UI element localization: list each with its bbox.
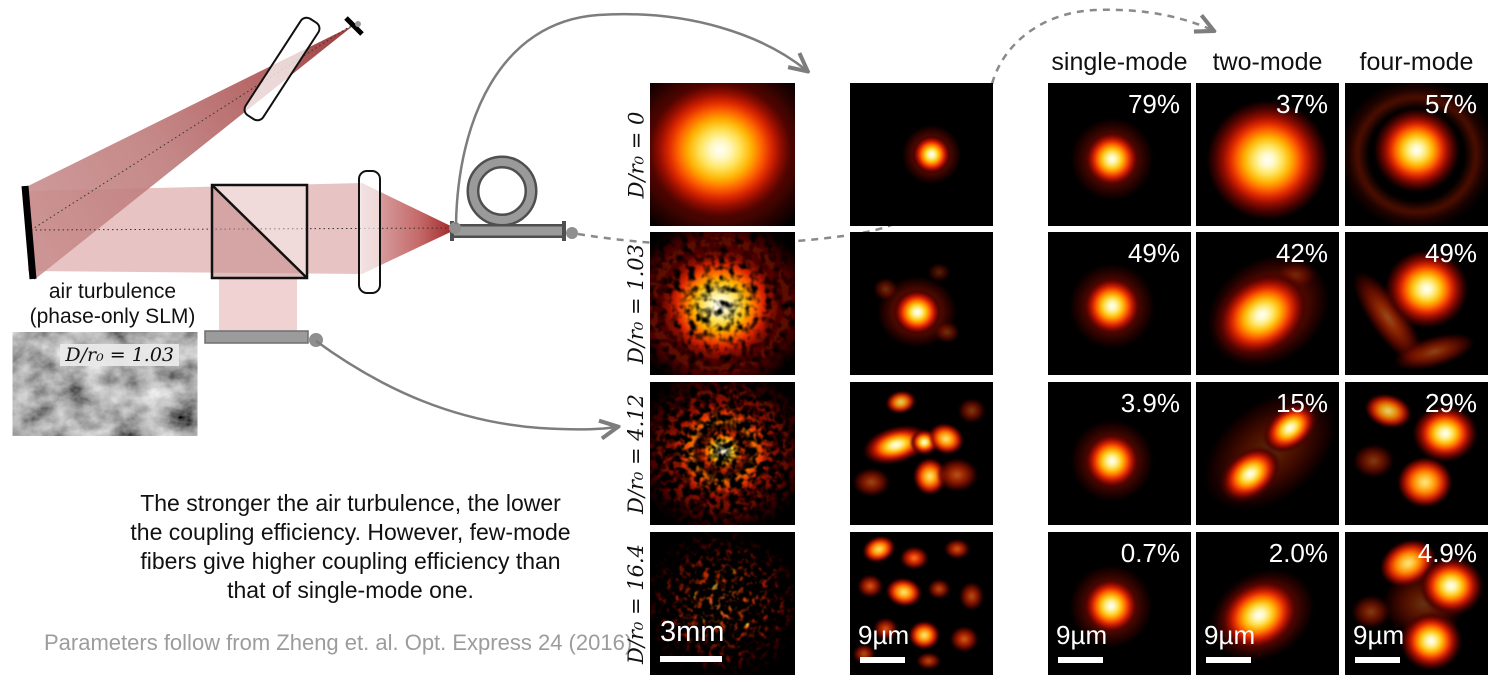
mode-image-four-row3: 29%: [1345, 382, 1488, 525]
mode-image-two-row2: 42%: [1196, 232, 1339, 375]
efficiency-label: 57%: [1424, 89, 1477, 119]
mode-image-two-row1: 37%: [1196, 83, 1339, 226]
fiber-input-dot: [449, 222, 461, 234]
nearfield-image-dr0-16.4: 9µm: [850, 532, 993, 675]
fiber-coil: [469, 158, 535, 224]
scalebar-9um: [1058, 657, 1103, 663]
slm-caption-line1: air turbulence: [48, 280, 177, 303]
scalebar-9um: [1355, 657, 1400, 663]
scalebar-9um: [1206, 657, 1251, 663]
mode-image-two-row4: 2.0% 9µm: [1196, 532, 1339, 675]
mode-image-single-row4: 0.7% 9µm: [1048, 532, 1191, 675]
scalebar-label-9um: 9µm: [1204, 620, 1256, 650]
arrow-slm-to-farfield: [315, 339, 616, 429]
scalebar-label-9um: 9µm: [858, 620, 910, 650]
scalebar-label-9um: 9µm: [1056, 620, 1108, 650]
arrow-fiber-input-to-nearfield: [454, 12, 806, 225]
turbulence-screen-label: D/r₀ = 1.03: [60, 344, 179, 366]
farfield-image-dr0-4.12: [650, 382, 795, 525]
farfield-image-dr0-0: [650, 83, 795, 226]
mode-image-single-row1: 79%: [1048, 83, 1191, 226]
coupling-lens: [358, 170, 381, 294]
efficiency-label: 29%: [1424, 388, 1477, 418]
row-label-dr0-0: D/r₀ = 0: [624, 111, 648, 198]
beamsplitter-cube: [210, 183, 309, 280]
slm-caption-line2: (phase-only SLM): [29, 305, 196, 328]
turbulence-phase-screen: D/r₀ = 1.03: [28, 341, 182, 427]
figure-caption: The stronger the air turbulence, the low…: [130, 490, 571, 603]
row-label-dr0-4.12: D/r₀ = 4.12: [624, 393, 649, 514]
row-label-dr0-16.4: D/r₀ = 16.4: [624, 543, 649, 664]
efficiency-label: 49%: [1127, 238, 1180, 268]
header-four-mode: four-mode: [1359, 48, 1474, 76]
mirror: [21, 185, 37, 280]
mode-image-single-row2: 49%: [1048, 232, 1191, 375]
nearfield-image-dr0-4.12: [850, 382, 993, 525]
efficiency-label: 3.9%: [1120, 388, 1180, 418]
scalebar-3mm: [660, 656, 722, 662]
header-two-mode: two-mode: [1212, 48, 1323, 76]
reference-credit: Parameters follow from Zheng et. al. Opt…: [44, 630, 633, 655]
scalebar-label-9um: 9µm: [1353, 620, 1405, 650]
focus-aperture: [344, 16, 364, 36]
efficiency-label: 2.0%: [1268, 538, 1328, 568]
slm-plate: [204, 330, 309, 344]
tilted-lens: [243, 16, 321, 122]
farfield-image-dr0-16.4: 3mm: [650, 532, 795, 675]
nearfield-image-dr0-1.03: [850, 232, 993, 375]
efficiency-label: 79%: [1127, 89, 1180, 119]
efficiency-label: 15%: [1275, 388, 1328, 418]
mode-image-four-row4: 4.9% 9µm: [1345, 532, 1488, 675]
scalebar-9um: [860, 657, 905, 663]
efficiency-label: 37%: [1275, 89, 1328, 119]
focus-dot: [355, 21, 361, 27]
fiber-output-dot: [566, 227, 578, 239]
mode-image-two-row3: 15%: [1196, 382, 1339, 525]
scalebar-label-3mm: 3mm: [660, 616, 725, 648]
row-label-dr0-1.03: D/r₀ = 1.03: [624, 243, 649, 364]
nearfield-image-dr0-0: [850, 83, 993, 226]
beamsplitter-diagonal: [211, 184, 308, 279]
mode-image-four-row2: 49%: [1345, 232, 1488, 375]
efficiency-label: 0.7%: [1120, 538, 1180, 568]
efficiency-label: 42%: [1275, 238, 1328, 268]
efficiency-label: 49%: [1424, 238, 1477, 268]
mode-image-four-row1: 57%: [1345, 83, 1488, 226]
slm-caption: air turbulence (phase-only SLM): [25, 279, 200, 329]
optical-axis-diagonal: [30, 24, 353, 231]
slm-beam: [219, 278, 297, 331]
header-single-mode: single-mode: [1051, 48, 1188, 76]
efficiency-label: 4.9%: [1417, 538, 1477, 568]
mode-image-single-row3: 3.9%: [1048, 382, 1191, 525]
farfield-image-dr0-1.03: [650, 232, 795, 375]
